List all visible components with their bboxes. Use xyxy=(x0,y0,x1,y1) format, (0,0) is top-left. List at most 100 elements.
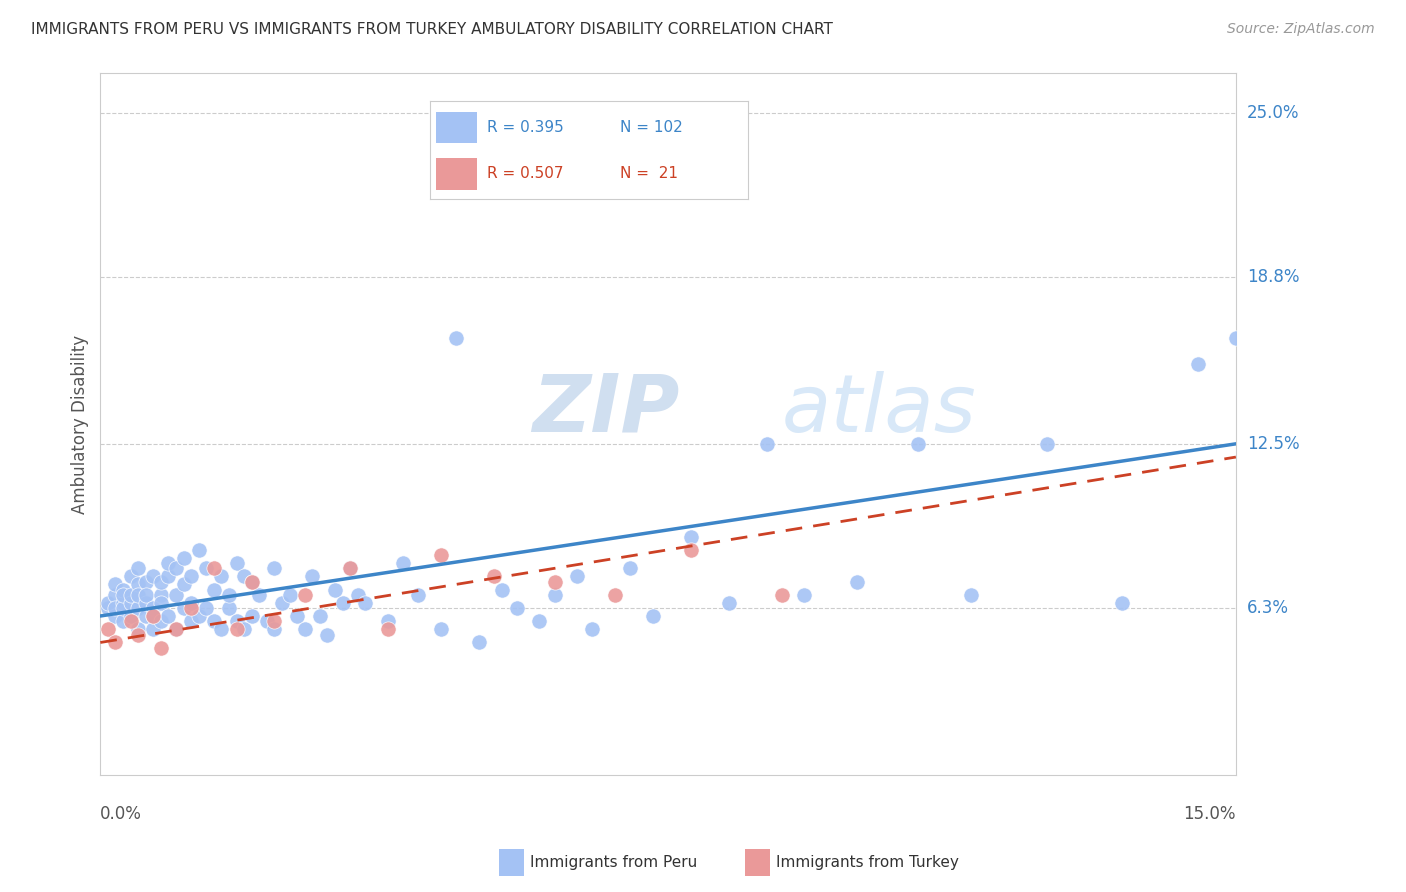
Text: 0.0%: 0.0% xyxy=(100,805,142,823)
Point xyxy=(1035,437,1057,451)
Point xyxy=(567,569,589,583)
Point xyxy=(180,601,202,615)
Point xyxy=(104,609,127,624)
Point xyxy=(173,550,195,565)
Point xyxy=(278,588,301,602)
Point xyxy=(679,529,702,543)
Point xyxy=(104,588,127,602)
Point xyxy=(793,588,815,602)
Point xyxy=(377,622,399,636)
Point xyxy=(323,582,346,597)
Point xyxy=(211,569,233,583)
Text: 15.0%: 15.0% xyxy=(1184,805,1236,823)
Point xyxy=(1187,357,1209,371)
Point xyxy=(316,627,339,641)
Point xyxy=(392,556,415,570)
Point xyxy=(149,574,172,589)
Point xyxy=(770,588,793,602)
Point xyxy=(1263,105,1285,120)
Text: 12.5%: 12.5% xyxy=(1247,434,1299,453)
Point xyxy=(135,588,157,602)
Point xyxy=(120,588,142,602)
Point xyxy=(263,615,285,629)
Point xyxy=(173,577,195,591)
Point xyxy=(1225,331,1247,345)
Point xyxy=(135,596,157,610)
Point xyxy=(271,596,294,610)
Point xyxy=(157,569,180,583)
Point xyxy=(104,635,127,649)
Point xyxy=(149,615,172,629)
Point xyxy=(142,622,165,636)
Point xyxy=(430,622,453,636)
Point xyxy=(377,615,399,629)
Point xyxy=(641,609,664,624)
Point xyxy=(112,615,135,629)
Point xyxy=(202,561,225,575)
Point xyxy=(202,582,225,597)
Point xyxy=(149,596,172,610)
Point xyxy=(240,574,263,589)
Point xyxy=(543,574,565,589)
Point xyxy=(127,588,149,602)
Point xyxy=(1111,596,1133,610)
Point xyxy=(135,574,157,589)
Point xyxy=(846,574,869,589)
Point xyxy=(430,548,453,562)
Point xyxy=(468,635,491,649)
Point xyxy=(240,609,263,624)
Point xyxy=(127,627,149,641)
Point xyxy=(339,561,361,575)
Point xyxy=(157,609,180,624)
Point xyxy=(142,569,165,583)
Point xyxy=(187,609,209,624)
Point xyxy=(285,609,308,624)
Point xyxy=(225,615,247,629)
Point xyxy=(301,569,323,583)
Point xyxy=(491,582,513,597)
Point xyxy=(127,601,149,615)
Text: 25.0%: 25.0% xyxy=(1247,103,1299,121)
Y-axis label: Ambulatory Disability: Ambulatory Disability xyxy=(72,334,89,514)
Point xyxy=(120,609,142,624)
Point xyxy=(149,640,172,655)
Point xyxy=(142,609,165,624)
Point xyxy=(263,561,285,575)
Point xyxy=(180,615,202,629)
Point xyxy=(233,569,256,583)
Point xyxy=(104,601,127,615)
Point xyxy=(97,622,120,636)
Point xyxy=(127,622,149,636)
Point xyxy=(332,596,354,610)
Point xyxy=(202,615,225,629)
Point xyxy=(120,596,142,610)
Point xyxy=(679,542,702,557)
Point xyxy=(354,596,377,610)
Point xyxy=(165,588,187,602)
Point xyxy=(543,588,565,602)
Text: 6.3%: 6.3% xyxy=(1247,599,1289,617)
Point xyxy=(173,601,195,615)
Point xyxy=(104,577,127,591)
Point xyxy=(218,601,240,615)
Text: IMMIGRANTS FROM PERU VS IMMIGRANTS FROM TURKEY AMBULATORY DISABILITY CORRELATION: IMMIGRANTS FROM PERU VS IMMIGRANTS FROM … xyxy=(31,22,832,37)
Point xyxy=(112,596,135,610)
Point xyxy=(127,577,149,591)
Point xyxy=(907,437,929,451)
Point xyxy=(482,569,505,583)
Point xyxy=(506,601,529,615)
Point xyxy=(112,588,135,602)
Text: Source: ZipAtlas.com: Source: ZipAtlas.com xyxy=(1227,22,1375,37)
Point xyxy=(339,561,361,575)
Point xyxy=(309,609,332,624)
Point xyxy=(195,561,218,575)
Text: Immigrants from Turkey: Immigrants from Turkey xyxy=(776,855,959,870)
Point xyxy=(294,622,316,636)
Point xyxy=(529,615,551,629)
Point xyxy=(225,622,247,636)
Point xyxy=(165,622,187,636)
Point xyxy=(142,601,165,615)
Point xyxy=(619,561,641,575)
Point xyxy=(408,588,430,602)
Point xyxy=(97,601,120,615)
